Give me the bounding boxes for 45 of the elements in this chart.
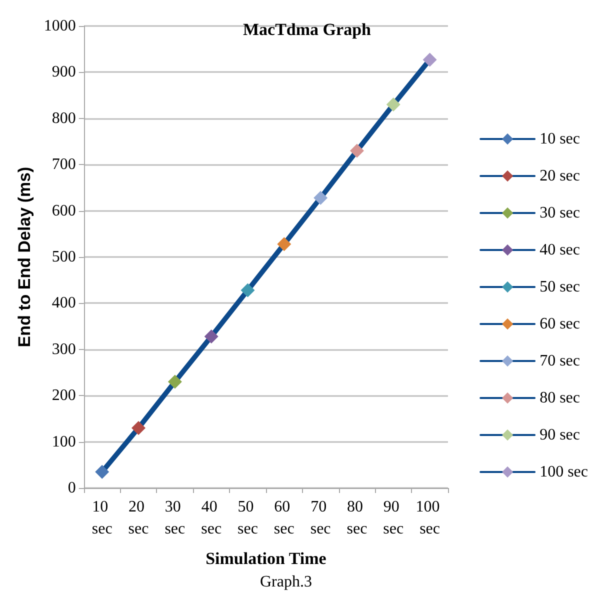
x-axis-title: Simulation Time [206,549,327,568]
legend-label: 80 sec [540,390,580,406]
point [168,374,182,389]
y-tick-label: 400 [52,294,76,312]
y-axis-title: End to End Delay (ms) [15,166,34,348]
legend-label: 50 sec [540,278,580,296]
y-tick-label: 200 [52,387,76,404]
y-tick-label: 900 [52,64,76,81]
legend-label: 40 sec [540,242,580,258]
point [386,98,400,112]
point [350,144,364,158]
y-tick-label: 300 [52,340,76,358]
y-tick-label: 500 [52,248,76,266]
x-tick-label: 50 sec [238,498,258,538]
y-tick-label: 100 [52,433,76,450]
point [314,190,328,205]
x-tick-label: 90 sec [383,498,404,538]
point [204,329,218,344]
point [132,420,146,435]
legend-label: 90 sec [540,426,580,444]
x-tick-label: 100 sec [416,498,444,538]
y-tick-label: 800 [52,110,76,127]
chart-title: MacTdma Graph [243,20,372,39]
point [422,52,437,67]
y-tick-label: 0 [68,480,76,496]
x-tick-label: 80 sec [346,498,368,538]
legend-label: 10 sec [540,130,580,148]
x-tick-label: 10 sec [92,498,112,538]
point [277,237,292,252]
x-tick-label: 70 sec [310,498,331,538]
text: Graph.3 [260,574,312,590]
y-tick-label: 600 [52,202,76,220]
legend-label: 100 sec [540,464,588,480]
y-tick-label: 1000 [44,18,76,34]
x-tick-label: 20 sec [128,498,149,538]
point [95,464,110,479]
x-tick-label: 60 sec [274,498,294,538]
legend-label: 30 sec [540,204,580,222]
x-tick-label: 40 sec [201,498,222,538]
point [240,283,255,298]
legend-label: 70 sec [540,352,580,370]
x-tick-label: 30 sec [164,498,186,538]
legend-label: 20 sec [540,168,580,184]
legend-label: 60 sec [540,316,580,332]
y-tick-label: 700 [52,156,76,174]
